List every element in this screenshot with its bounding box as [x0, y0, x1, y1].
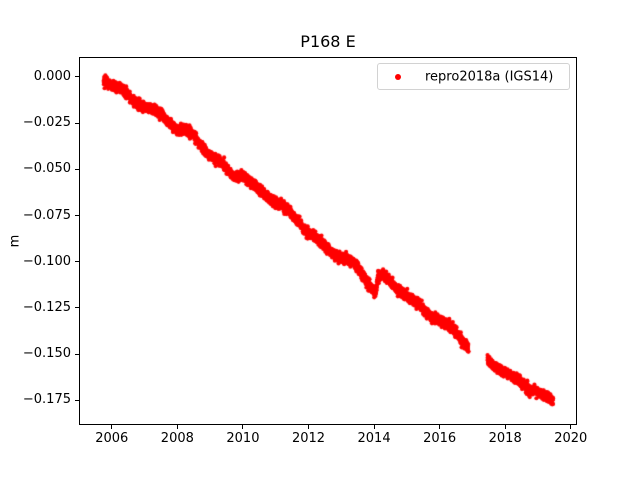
- y-tick-label: 0.000: [33, 68, 71, 84]
- y-axis-tick: [75, 215, 79, 216]
- y-axis-tick: [75, 399, 79, 401]
- x-axis-tick: [373, 425, 375, 429]
- x-tick-label: 2008: [160, 431, 194, 446]
- scatter-points-canvas: [80, 58, 576, 424]
- x-tick-label: 2016: [423, 431, 457, 446]
- y-axis-tick: [75, 307, 79, 309]
- x-axis-tick: [176, 425, 178, 429]
- chart-title: P168 E: [300, 32, 356, 51]
- y-axis-tick: [75, 261, 79, 263]
- y-axis-label: m: [7, 234, 23, 248]
- x-tick-label: 2020: [554, 431, 588, 446]
- y-tick-label: −0.150: [22, 346, 71, 362]
- x-tick-label: 2018: [488, 431, 522, 446]
- plot-area: [79, 57, 577, 425]
- legend: repro2018a (IGS14): [377, 63, 570, 90]
- legend-marker-dot-icon: [395, 74, 401, 80]
- x-axis-tick: [242, 425, 244, 429]
- x-axis-tick: [504, 425, 506, 429]
- x-tick-label: 2014: [357, 431, 391, 446]
- y-axis-tick: [75, 122, 79, 124]
- y-tick-label: −0.050: [22, 161, 71, 177]
- x-axis-tick: [111, 425, 113, 429]
- y-axis-tick: [75, 168, 79, 170]
- x-axis-tick: [570, 425, 572, 429]
- legend-label: repro2018a (IGS14): [425, 69, 554, 84]
- x-axis-tick: [307, 425, 309, 429]
- x-axis-tick: [439, 425, 441, 429]
- x-tick-label: 2012: [291, 431, 326, 446]
- y-tick-label: −0.125: [22, 299, 71, 315]
- y-tick-label: −0.075: [22, 207, 71, 223]
- y-axis-tick: [75, 353, 79, 355]
- x-tick-label: 2006: [95, 431, 129, 446]
- y-tick-label: −0.025: [22, 115, 71, 131]
- x-tick-label: 2010: [226, 431, 260, 446]
- y-tick-label: −0.100: [22, 253, 71, 269]
- y-axis-tick: [75, 76, 79, 78]
- y-tick-label: −0.175: [22, 392, 71, 408]
